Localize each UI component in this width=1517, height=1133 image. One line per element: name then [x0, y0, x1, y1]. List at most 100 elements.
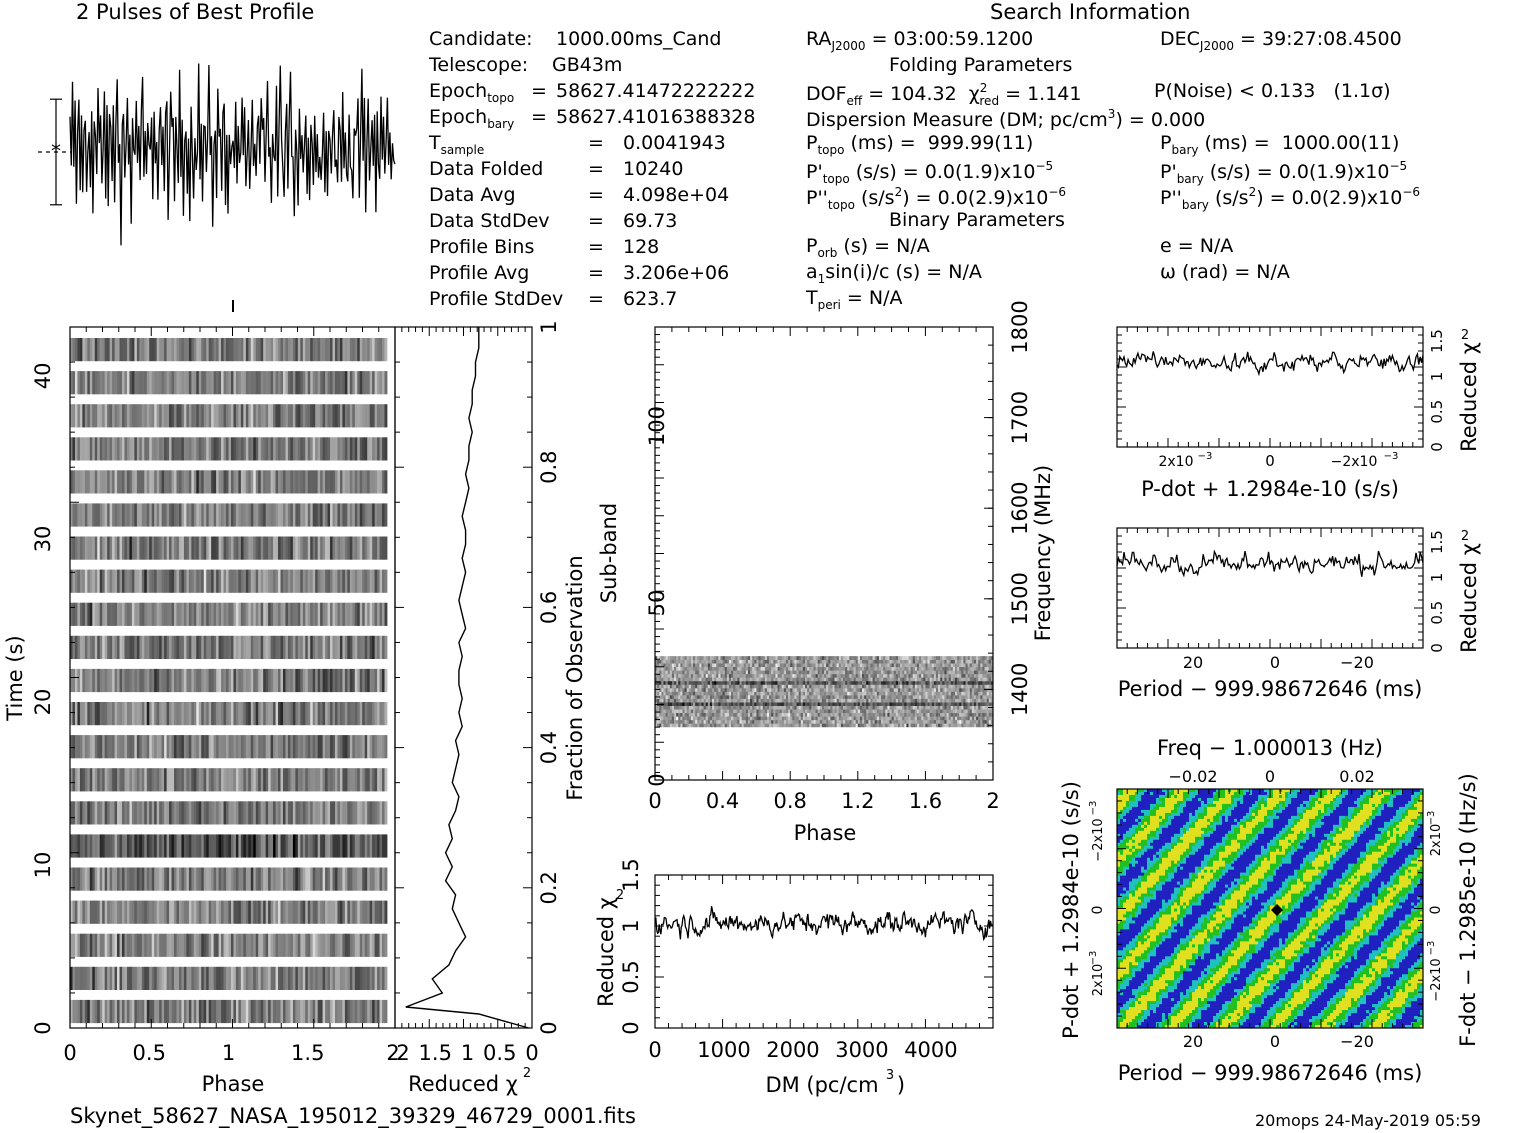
pixel: [815, 698, 818, 703]
pixel: [136, 437, 140, 461]
pixel: [109, 536, 113, 560]
pixel: [790, 684, 793, 689]
pixel: [874, 680, 878, 685]
pixel: [84, 437, 88, 461]
pixel: [374, 569, 378, 593]
pixel: [756, 705, 759, 710]
pixel: [807, 691, 810, 696]
pixel: [902, 680, 905, 685]
pixel: [344, 404, 348, 428]
pixel: [883, 691, 886, 696]
pixel: [285, 569, 289, 593]
pixel: [362, 470, 366, 494]
pixel: [169, 668, 172, 693]
pixel: [676, 719, 679, 724]
pixel: [228, 470, 232, 494]
pixel: [754, 723, 757, 728]
pixel: [238, 966, 242, 990]
pixel: [976, 687, 979, 692]
pixel: [208, 966, 212, 990]
pixel: [921, 709, 924, 714]
pixel: [104, 933, 108, 957]
pixel: [70, 371, 73, 395]
pixel: [714, 723, 717, 728]
pixel: [764, 698, 768, 703]
pixel: [971, 705, 975, 710]
pixel: [674, 723, 677, 728]
pixel: [372, 437, 376, 461]
pixel: [802, 712, 806, 717]
pixel: [887, 723, 890, 728]
pixel: [352, 437, 356, 461]
pixel: [216, 470, 219, 494]
pixel: [722, 723, 726, 728]
pixel: [97, 900, 101, 924]
pixel: [771, 709, 774, 714]
pixel: [139, 437, 143, 461]
pixel: [750, 698, 753, 703]
pixel: [161, 635, 165, 659]
pixel: [307, 900, 311, 924]
pixel: [372, 999, 376, 1024]
pixel: [193, 338, 197, 362]
pixel: [102, 933, 106, 957]
pixel: [357, 602, 361, 626]
pixel: [754, 705, 757, 710]
pixel: [792, 695, 795, 699]
pixel: [315, 569, 319, 593]
pixel: [377, 900, 380, 924]
pixel: [109, 668, 113, 693]
pixel: [726, 680, 730, 685]
pixel: [931, 723, 935, 728]
pixel: [709, 695, 713, 699]
pixel: [238, 900, 242, 924]
pixel: [191, 867, 195, 891]
pixel: [77, 999, 81, 1024]
pixel: [94, 801, 98, 825]
pixel: [676, 712, 679, 717]
pixel: [798, 709, 802, 714]
pixel: [718, 716, 721, 721]
pixel: [226, 702, 229, 726]
pixel: [739, 723, 742, 728]
pixel: [724, 687, 728, 692]
pixel: [235, 371, 239, 395]
pixel: [796, 723, 799, 728]
pixel: [984, 705, 987, 710]
pixel: [798, 680, 802, 685]
pixel: [270, 602, 274, 626]
info-key: Epochbary: [429, 106, 515, 131]
pixel: [89, 966, 93, 990]
pixel: [278, 867, 281, 891]
pixel: [739, 695, 742, 699]
pixel: [228, 371, 232, 395]
pixel: [764, 702, 768, 706]
pixel: [813, 702, 816, 706]
pixel: [307, 503, 311, 527]
pixel: [99, 735, 103, 759]
pixel: [712, 709, 715, 714]
pixel: [876, 716, 880, 721]
pixel: [248, 437, 252, 461]
pixel: [104, 338, 108, 362]
pixel: [783, 712, 787, 717]
pixel: [707, 687, 711, 692]
pixel: [213, 470, 217, 494]
pixel: [904, 687, 907, 692]
pixel: [813, 723, 816, 728]
pixel: [312, 867, 316, 891]
pixel: [864, 698, 867, 703]
pixel: [762, 680, 766, 685]
pixel: [223, 503, 227, 527]
pixel: [362, 966, 366, 990]
pixel: [671, 691, 675, 696]
pixel: [196, 470, 200, 494]
pixel: [245, 867, 249, 891]
pixel: [218, 536, 222, 560]
pixel: [667, 723, 671, 728]
pixel: [183, 602, 187, 626]
pixel: [89, 801, 93, 825]
pixel: [287, 834, 291, 858]
pixel: [221, 503, 224, 527]
pixel: [737, 716, 740, 721]
